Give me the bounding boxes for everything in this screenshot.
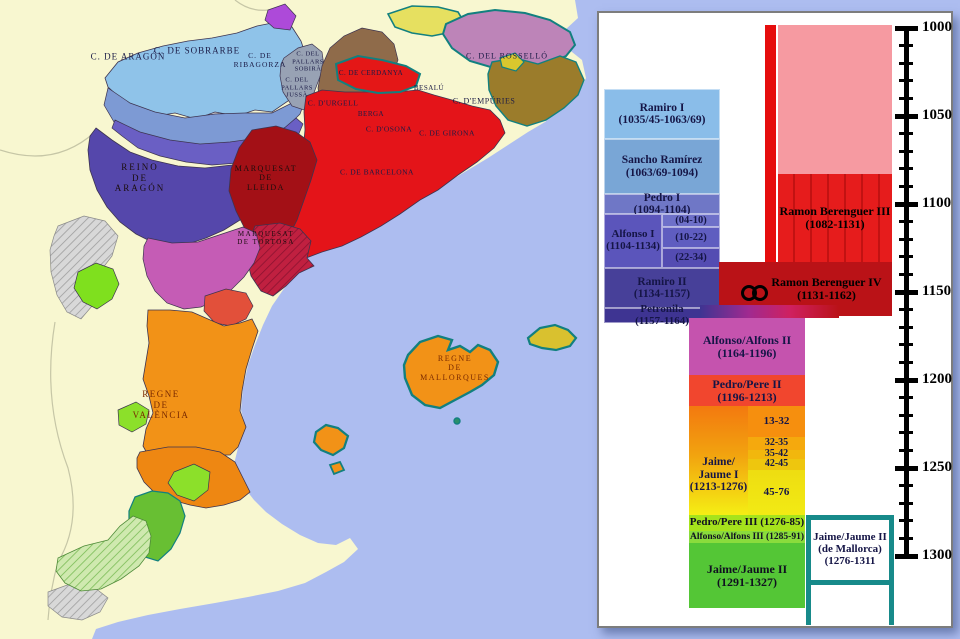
mallorca-branch-line-right — [889, 585, 894, 625]
axis-minor-tick — [899, 61, 913, 65]
label-besalu: BESALÚ — [413, 83, 445, 92]
label-pallars-sobira: C. DEL PALLARS SOBIRÀ — [292, 50, 324, 73]
timeline-box-jaume1-1332: 13-32 — [748, 406, 805, 437]
label-regne-valencia: REGNE DE VALÈNCIA — [132, 389, 190, 421]
axis-major-tick — [895, 113, 918, 119]
axis-minor-tick — [899, 484, 913, 488]
label-cerdanya: C. DE CERDANYA — [338, 68, 404, 77]
axis-minor-tick — [899, 132, 913, 136]
axis-major-tick — [895, 553, 918, 559]
axis-minor-tick — [899, 149, 913, 153]
label-empuries: C. D'EMPÚRIES — [452, 96, 516, 106]
axis-minor-tick — [899, 325, 913, 329]
axis-minor-tick — [899, 220, 913, 224]
axis-major-tick — [895, 377, 918, 383]
label-marquesat-tortosa: MARQUESAT DE TORTOSA — [237, 229, 295, 246]
axis-major-tick — [895, 201, 918, 207]
timeline-box-alfonso1-1022: (10-22) — [662, 227, 720, 248]
label-sobrarbe: C. DE SOBRARBE — [153, 45, 241, 56]
timeline-box-jaume2-mallorca: Jaime/Jaume II (de Mallorca) (1276-1311 — [806, 515, 894, 585]
timeline-box-jaume1: Jaime/ Jaume I (1213-1276) 13-32 32-35 3… — [689, 406, 805, 515]
label-pallars-jussa: C. DEL PALLARS JUSSÀ — [281, 76, 313, 99]
timeline-box-jaume2: Jaime/Jaume II (1291-1327) — [689, 543, 805, 608]
axis-minor-tick — [899, 343, 913, 347]
timeline-bar-barcelona-line — [765, 25, 776, 262]
axis-major-tick — [895, 289, 918, 295]
axis-minor-tick — [899, 255, 913, 259]
axis-minor-tick — [899, 360, 913, 364]
axis-minor-tick — [899, 237, 913, 241]
axis-label-1300: 1300 — [922, 547, 952, 563]
marriage-ring-icon — [751, 285, 768, 301]
label-berga: BERGA — [357, 109, 385, 118]
timeline-box-early-counts — [778, 25, 892, 174]
axis-minor-tick — [899, 272, 913, 276]
axis-minor-tick — [899, 413, 913, 417]
axis-minor-tick — [899, 44, 913, 48]
timeline-box-sancho-ramirez: Sancho Ramírez (1063/69-1094) — [604, 139, 720, 194]
axis-major-tick — [895, 465, 918, 471]
axis-major-tick — [895, 25, 918, 31]
mallorca-island — [402, 334, 500, 410]
axis-minor-tick — [899, 184, 913, 188]
axis-label-1200: 1200 — [922, 371, 952, 387]
rulers-timeline-panel: Ramiro I (1035/45-1063/69) Sancho Ramíre… — [597, 11, 953, 628]
cabrera-island — [453, 417, 461, 425]
timeline-box-alfons2: Alfonso/Alfons II (1164-1196) — [689, 318, 805, 375]
axis-label-1000: 1000 — [922, 19, 952, 35]
timeline-box-alfons3: Alfonso/Alfons III (1285-91) — [689, 531, 805, 543]
timeline-box-ramiro1: Ramiro I (1035/45-1063/69) — [604, 89, 720, 139]
axis-minor-tick — [899, 431, 913, 435]
menorca-island — [526, 323, 578, 352]
label-ribagorza: C. DE RIBAGORZA — [233, 51, 287, 69]
axis-label-1250: 1250 — [922, 459, 952, 475]
axis-label-1100: 1100 — [922, 195, 952, 211]
timeline-box-jaume1-4576: 45-76 — [748, 470, 805, 515]
timeline-box-jaume1-4245: 42-45 — [748, 458, 805, 470]
timeline-box-alfonso1: Alfonso I (1104-1134) — [604, 214, 662, 268]
axis-minor-tick — [899, 448, 913, 452]
union-gradient-band — [700, 305, 839, 318]
axis-minor-tick — [899, 501, 913, 505]
timeline-box-pere3: Pedro/Pere III (1276-85) — [689, 515, 805, 531]
label-marquesat-lleida: MARQUESAT DE LLEIDA — [234, 163, 298, 192]
axis-minor-tick — [899, 96, 913, 100]
timeline-box-pere2: Pedro/Pere II (1196-1213) — [689, 375, 805, 406]
label-osona: C. D'OSONA — [365, 124, 413, 134]
axis-label-1050: 1050 — [922, 107, 952, 123]
label-reino-aragon: REINO DE ARAGÓN — [114, 162, 166, 194]
axis-label-1150: 1150 — [922, 283, 952, 299]
axis-minor-tick — [899, 536, 913, 540]
axis-minor-tick — [899, 79, 913, 83]
timeline-box-ramon-berenguer3: Ramon Berenguer III (1082-1131) — [778, 174, 892, 262]
ibiza-island — [312, 423, 350, 457]
axis-minor-tick — [899, 167, 913, 171]
label-urgell: C. D'URGELL — [307, 98, 359, 108]
timeline-box-alfonso1-0410: (04-10) — [662, 214, 720, 227]
timeline-box-ramiro2: Ramiro II (1134-1157) — [604, 268, 720, 308]
mallorca-branch-line-left — [806, 585, 811, 625]
timeline-box-alfonso1-2234: (22-34) — [662, 248, 720, 268]
formentera-island — [328, 460, 346, 476]
timeline-box-jaume1-3542: 35-42 — [748, 448, 805, 459]
label-girona: C. DE GIRONA — [419, 128, 475, 138]
axis-minor-tick — [899, 308, 913, 312]
timeline-box-jaume1-3235: 32-35 — [748, 437, 805, 450]
axis-minor-tick — [899, 519, 913, 523]
label-regne-mallorques: REGNE DE MALLORQUES — [420, 353, 490, 382]
axis-minor-tick — [899, 396, 913, 400]
timeline-label-jaume1: Jaime/ Jaume I (1213-1276) — [689, 456, 748, 494]
label-aragon: C. DE ARAGÓN — [90, 51, 166, 62]
label-barcelona: C. DE BARCELONA — [340, 167, 414, 177]
label-rossello: C. DEL ROSSELLÓ — [465, 51, 549, 61]
timeline-box-pedro1: Pedro I (1094-1104) — [604, 192, 720, 216]
